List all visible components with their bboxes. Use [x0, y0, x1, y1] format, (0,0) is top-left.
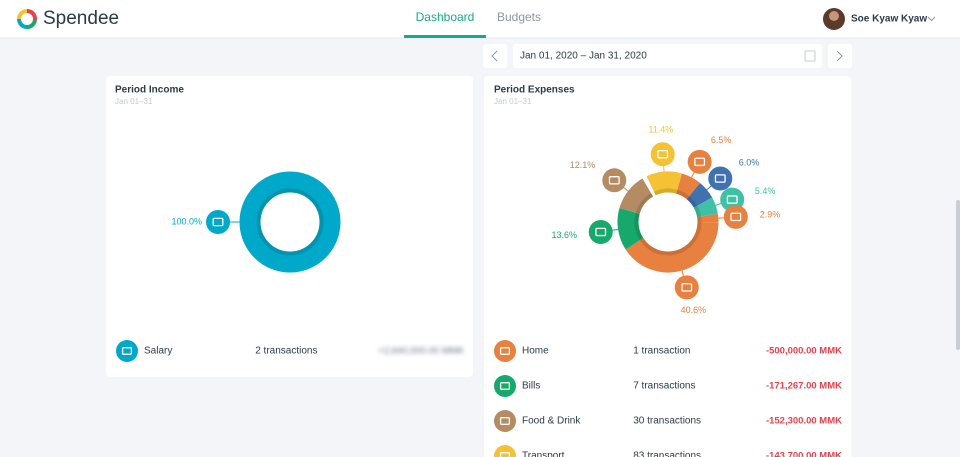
row-amount: -143,700.00 MMK	[766, 451, 842, 457]
category-glyph	[714, 174, 726, 183]
date-range: Jan 01, 2020 – Jan 31, 2020	[520, 51, 647, 62]
donut-segment	[239, 171, 341, 273]
income-card	[106, 76, 473, 377]
donut-inner-shade	[256, 188, 324, 256]
category-glyph	[499, 417, 511, 425]
user-name[interactable]: Soe Kyaw Kyaw	[851, 14, 927, 25]
donut-segment	[646, 171, 682, 196]
percent-label: 40.6%	[681, 305, 707, 315]
scrollbar[interactable]	[956, 200, 960, 350]
category-icon	[723, 204, 748, 229]
prev-icon	[491, 50, 498, 62]
category-glyph	[730, 212, 742, 222]
row-amount: +2,640,000.00 MMK	[378, 346, 464, 357]
category-glyph	[657, 149, 669, 159]
row-amount: -171,267.00 MMK	[766, 381, 842, 392]
next-icon	[836, 50, 843, 62]
row-transactions: 30 transactions	[633, 416, 701, 427]
prev-button[interactable]	[483, 44, 507, 68]
category-icon	[650, 142, 675, 167]
percent-label: 13.6%	[551, 230, 577, 240]
brand: Spendee	[43, 8, 119, 29]
percent-label: 6.0%	[739, 158, 760, 168]
donut-segment	[693, 197, 718, 218]
calendar-icon	[804, 50, 816, 62]
logo	[17, 9, 37, 29]
row-name: Salary	[144, 346, 172, 357]
category-icon	[687, 149, 712, 174]
percent-label: 2.9%	[760, 209, 781, 219]
donut-segment	[625, 221, 719, 273]
row-name: Home	[522, 346, 549, 357]
tab[interactable]: Dashboard	[416, 10, 475, 24]
row-transactions: 2 transactions	[255, 346, 317, 357]
user-menu-chevron[interactable]	[927, 16, 936, 22]
category-glyph	[681, 283, 693, 292]
percent-label: 11.4%	[648, 125, 673, 135]
donut-inner-shade	[634, 212, 644, 241]
donut-segment	[617, 208, 644, 250]
header	[0, 0, 960, 38]
donut-inner-shade	[653, 188, 678, 196]
category-glyph	[694, 157, 706, 167]
category-icon	[674, 275, 699, 300]
row-amount: -500,000.00 MMK	[766, 346, 842, 357]
category-glyph	[499, 452, 511, 457]
avatar-face	[829, 11, 839, 21]
category-glyph	[726, 195, 738, 204]
row-transactions: 1 transaction	[633, 346, 690, 357]
card-subtitle: Jan 01–31	[115, 97, 153, 106]
donut-inner-shade	[686, 196, 698, 208]
row-amount: -152,300.00 MMK	[766, 416, 842, 427]
category-icon	[206, 210, 230, 234]
row-transactions: 7 transactions	[633, 381, 695, 392]
card-title: Period Expenses	[494, 85, 575, 96]
category-icon	[708, 166, 733, 191]
donut-inner-shade	[693, 205, 702, 218]
donut-segment	[686, 183, 713, 209]
donut-segment	[619, 178, 654, 215]
category-icon	[116, 340, 138, 362]
donut-inner-shade	[639, 222, 702, 256]
row-name: Bills	[522, 381, 540, 392]
card-subtitle: Jan 01–31	[494, 97, 532, 106]
donut-inner-shade	[635, 193, 654, 214]
donut-segment	[697, 213, 719, 223]
category-icon	[494, 410, 516, 432]
next-button[interactable]	[828, 44, 852, 68]
category-icon	[494, 375, 516, 397]
card-title: Period Income	[115, 85, 184, 96]
percent-label: 5.4%	[755, 186, 776, 196]
row-transactions: 83 transactions	[633, 451, 701, 457]
category-glyph	[121, 347, 133, 355]
active-tab-indicator	[404, 35, 486, 38]
category-icon	[602, 168, 627, 193]
category-icon	[494, 445, 516, 457]
donut-segment	[675, 173, 701, 200]
category-glyph	[212, 217, 224, 227]
row-name: Food & Drink	[522, 416, 581, 427]
category-glyph	[499, 382, 511, 390]
category-glyph	[595, 227, 607, 237]
date-picker[interactable]	[513, 44, 822, 68]
tab[interactable]: Budgets	[497, 10, 541, 24]
row-name: Transport	[522, 451, 565, 457]
category-glyph	[499, 347, 511, 355]
donut-inner-shade	[676, 189, 690, 200]
category-icon	[494, 340, 516, 362]
percent-label: 6.5%	[711, 135, 732, 145]
percent-label: 12.1%	[570, 160, 596, 170]
percent-label: 100.0%	[171, 216, 202, 226]
category-glyph	[608, 176, 620, 185]
category-icon	[588, 219, 613, 244]
